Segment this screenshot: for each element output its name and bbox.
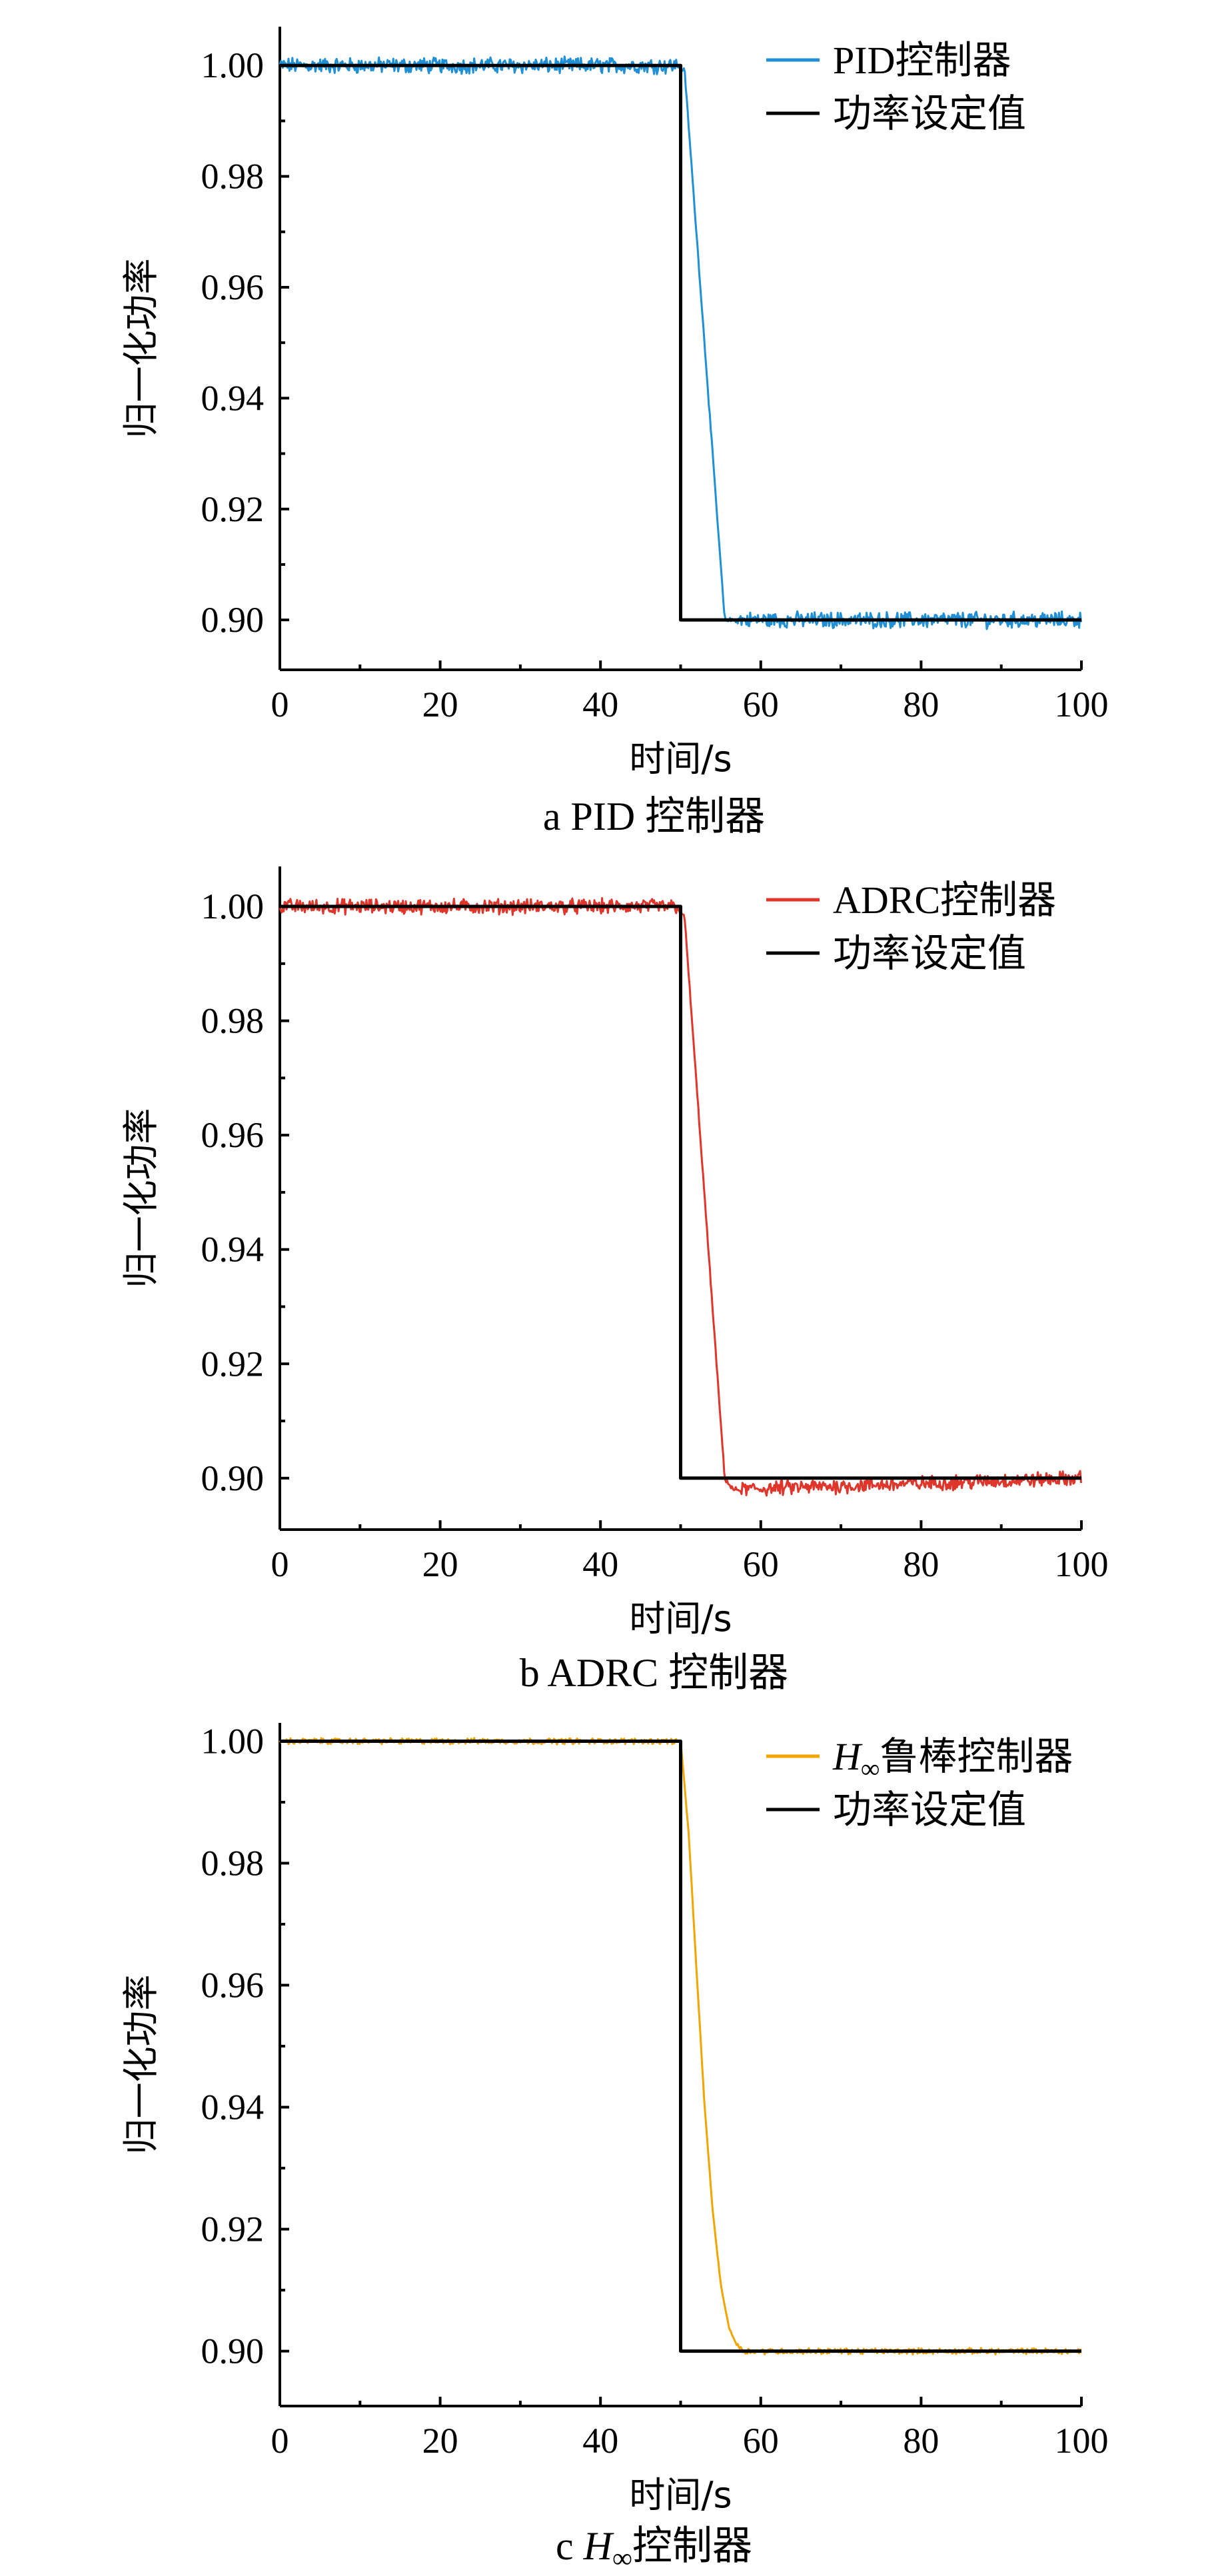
x-tick-label: 40	[582, 2421, 618, 2461]
y-tick-label: 0.98	[201, 157, 265, 197]
y-tick-label: 0.94	[201, 378, 265, 418]
x-tick-label: 20	[422, 2421, 458, 2461]
x-tick-label: 60	[743, 2421, 779, 2461]
y-axis-label: 归一化功率	[120, 1975, 162, 2155]
x-axis-label: 时间/s	[629, 738, 732, 780]
chart-caption-1: a PID 控制器	[543, 794, 765, 838]
y-tick-label: 0.96	[201, 267, 265, 307]
y-tick-label: 0.96	[201, 1115, 265, 1155]
y-tick-label: 0.90	[201, 600, 265, 640]
x-axis-label: 时间/s	[629, 2474, 732, 2516]
chart-panel-3: 0 20 40 60 80 100 0.90 0.92 0.94 0.96 0.98 1.00 时间/s…	[120, 1721, 1109, 2574]
legend-entry-1: PID控制器	[833, 39, 1011, 82]
x-tick-label: 100	[1055, 684, 1109, 724]
legend-entry-2: 功率设定值	[833, 92, 1026, 135]
y-axis-label: 归一化功率	[120, 259, 162, 439]
y-tick-label: 1.00	[201, 45, 265, 85]
x-axis-label: 时间/s	[629, 1598, 732, 1640]
legend-entry-1: H∞鲁棒控制器	[832, 1735, 1073, 1784]
h-infinity-symbol: H	[832, 1735, 863, 1778]
legend-entry-2: 功率设定值	[833, 1788, 1026, 1832]
y-tick-label: 1.00	[201, 1721, 265, 1761]
chart-panel-2: 0 20 40 60 80 100 0.90 0.92 0.94 0.96 0.98 1.00 时间/s…	[120, 866, 1109, 1695]
x-tick-label: 0	[271, 1544, 289, 1584]
y-tick-label: 0.98	[201, 1843, 265, 1883]
y-tick-label: 0.96	[201, 1965, 265, 2005]
x-tick-label: 80	[903, 2421, 939, 2461]
x-tick-label: 80	[903, 684, 939, 724]
series-line-2	[280, 63, 1081, 622]
chart-caption-3: c H∞控制器	[556, 2524, 752, 2574]
series-line-2	[280, 904, 1081, 1480]
series-line-2	[280, 1740, 1081, 2353]
y-tick-label: 0.98	[201, 1001, 265, 1041]
y-tick-label: 0.94	[201, 1230, 265, 1270]
x-tick-label: 100	[1055, 1544, 1109, 1584]
x-tick-label: 0	[271, 2421, 289, 2461]
y-tick-label: 0.94	[201, 2087, 265, 2127]
y-tick-label: 1.00	[201, 886, 265, 926]
x-tick-label: 80	[903, 1544, 939, 1584]
legend-entry-1: ADRC控制器	[833, 878, 1056, 922]
x-tick-label: 60	[743, 684, 779, 724]
y-tick-label: 0.92	[201, 1344, 265, 1384]
y-tick-label: 0.90	[201, 1458, 265, 1498]
chart-panel-1: 0 20 40 60 80 100 0.90 0.92 0.94 0.96 0.98 1.00 时间/s…	[120, 27, 1109, 838]
chart-caption-2: b ADRC 控制器	[520, 1651, 788, 1695]
x-tick-label: 100	[1055, 2421, 1109, 2461]
x-tick-label: 20	[422, 684, 458, 724]
y-tick-label: 0.92	[201, 489, 265, 529]
x-tick-label: 40	[582, 1544, 618, 1584]
x-tick-label: 0	[271, 684, 289, 724]
legend-entry-2: 功率设定值	[833, 932, 1026, 975]
x-tick-label: 60	[743, 1544, 779, 1584]
x-tick-label: 40	[582, 684, 618, 724]
y-tick-label: 0.90	[201, 2331, 265, 2371]
y-axis-label: 归一化功率	[120, 1108, 162, 1288]
x-tick-label: 20	[422, 1544, 458, 1584]
y-tick-label: 0.92	[201, 2209, 265, 2249]
